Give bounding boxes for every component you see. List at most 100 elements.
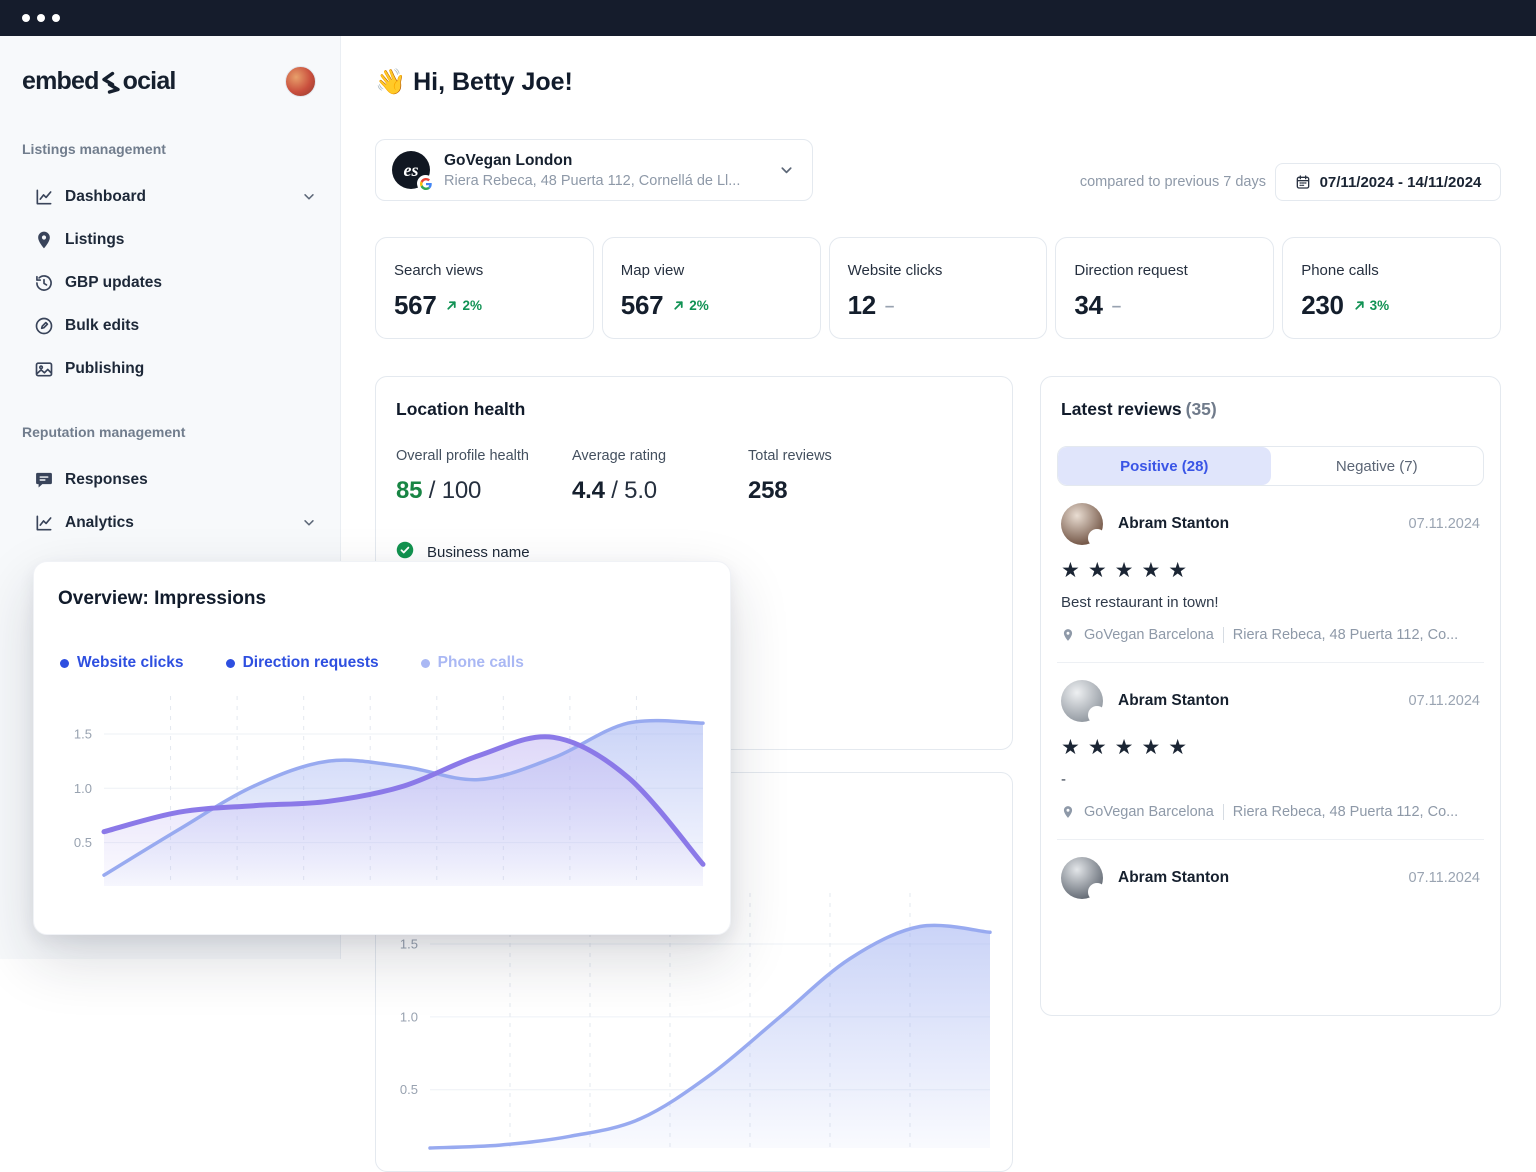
star-rating: ★★★★★ [1061, 736, 1196, 759]
sidebar-item-bulk-edits[interactable]: Bulk edits [0, 304, 340, 347]
chart-legend: Website clicks Direction requests Phone … [58, 654, 706, 672]
latest-reviews-panel: Latest reviews (35) Positive (28) Negativ… [1040, 376, 1501, 1016]
panel-title: Location health [396, 399, 526, 419]
stat-trend: – [884, 296, 895, 315]
svg-text:0.5: 0.5 [400, 1082, 418, 1097]
business-name: GoVegan London [444, 151, 573, 169]
review-text: Best restaurant in town! [1061, 594, 1219, 611]
svg-text:1.5: 1.5 [400, 937, 418, 952]
location-pin-icon [1061, 805, 1075, 819]
health-metric: Total reviews 258 [748, 448, 924, 505]
legend-label: Phone calls [437, 654, 524, 671]
business-selector[interactable]: es GoVegan London Riera Rebeca, 48 Puert… [375, 139, 813, 201]
metric-label: Overall profile health [396, 448, 529, 464]
edit-icon [34, 316, 54, 336]
compare-label: compared to previous 7 days [1079, 174, 1266, 190]
legend-dot-icon [225, 658, 235, 668]
metric-suffix: / 5.0 [604, 477, 657, 504]
review-location-address: Riera Rebeca, 48 Puerta 112, Co... [1232, 627, 1459, 643]
user-avatar[interactable] [285, 66, 316, 97]
legend-dot-icon [420, 658, 430, 668]
wave-emoji-icon: 👋 [375, 68, 407, 96]
metric-label: Average rating [572, 448, 667, 464]
metric-value: 4.4 [572, 477, 605, 504]
chevron-down-icon [302, 190, 316, 204]
sidebar-item-dashboard[interactable]: Dashboard [0, 175, 340, 218]
sidebar-item-label: Analytics [65, 513, 134, 531]
review-text: - [1061, 771, 1066, 788]
google-icon [1088, 706, 1106, 724]
legend-item[interactable]: Phone calls [420, 654, 524, 672]
checklist-label: Business name [427, 544, 530, 561]
date-range-picker[interactable]: 07/11/2024 - 14/11/2024 [1275, 163, 1501, 201]
review-item: Abram Stanton 07.11.2024 ★★★★★ - GoVegan… [1057, 663, 1484, 840]
metric-value: 258 [748, 477, 788, 504]
legend-dot-icon [60, 658, 69, 668]
window-control-icon[interactable] [37, 14, 45, 22]
reviews-count: (35) [1185, 399, 1217, 419]
business-address: Riera Rebeca, 48 Puerta 112, Cornellá de… [444, 172, 741, 189]
sidebar-section-label: Listings management [22, 141, 166, 157]
stat-card: Website clicks 12 – [828, 237, 1048, 339]
sidebar-item-listings[interactable]: Listings [0, 218, 340, 261]
svg-text:1.5: 1.5 [74, 727, 92, 742]
chevron-down-icon [302, 516, 316, 530]
health-metric: Average rating 4.4 / 5.0 [572, 448, 748, 505]
sidebar-section-label: Reputation management [22, 424, 186, 440]
reviewer-name: Abram Stanton [1118, 515, 1230, 532]
divider [1222, 804, 1224, 820]
business-logo: es [392, 151, 434, 192]
page-title: 👋 Hi, Betty Joe! [375, 68, 573, 96]
brand-logo[interactable]: embed ocial [22, 67, 176, 96]
google-icon [1088, 529, 1106, 547]
sidebar-item-label: Bulk edits [65, 316, 140, 334]
reviews-list: Abram Stanton 07.11.2024 ★★★★★ Best rest… [1057, 486, 1484, 918]
impressions-chart: 0.5 1.0 1.5 [74, 696, 706, 886]
legend-item[interactable]: Website clicks [60, 654, 184, 672]
date-range-value: 07/11/2024 - 14/11/2024 [1319, 173, 1482, 191]
stat-value: 230 [1301, 290, 1344, 320]
sidebar-item-label: Dashboard [65, 187, 146, 205]
review-location-address: Riera Rebeca, 48 Puerta 112, Co... [1232, 804, 1459, 820]
brand-glyph-icon [101, 71, 120, 94]
location-pin-icon [1061, 628, 1075, 642]
window-control-icon[interactable] [52, 14, 60, 22]
sidebar-item-label: Responses [65, 470, 148, 488]
stat-value: 34 [1074, 290, 1103, 320]
sidebar-item-analytics[interactable]: Analytics [0, 501, 340, 544]
stat-label: Phone calls [1301, 262, 1379, 279]
stat-value: 567 [620, 290, 664, 320]
reviewer-avatar [1061, 503, 1106, 547]
sidebar-nav: Listings management Dashboard Listings G… [0, 97, 340, 578]
stat-label: Search views [394, 262, 484, 279]
calendar-icon [1295, 174, 1311, 190]
reviews-tab[interactable]: Positive (28) [1058, 447, 1271, 485]
map-pin-icon [34, 230, 54, 250]
stat-trend: – [1111, 296, 1122, 315]
stat-card: Phone calls 230 3% [1282, 237, 1501, 339]
window-control-icon[interactable] [22, 14, 30, 22]
star-rating: ★★★★★ [1061, 559, 1196, 582]
google-icon [417, 175, 434, 192]
message-icon [34, 470, 54, 490]
reviewer-avatar [1061, 680, 1106, 724]
reviewer-name: Abram Stanton [1118, 692, 1230, 709]
legend-label: Website clicks [77, 654, 184, 671]
svg-text:1.0: 1.0 [74, 781, 92, 796]
stat-trend: 3% [1353, 298, 1389, 313]
legend-item[interactable]: Direction requests [225, 654, 379, 672]
sidebar-item-label: Publishing [65, 359, 145, 377]
review-date: 07.11.2024 [1408, 516, 1481, 532]
review-location: GoVegan Barcelona Riera Rebeca, 48 Puert… [1061, 804, 1480, 820]
panel-title: Latest reviews (35) [1061, 399, 1217, 419]
sidebar-item-responses[interactable]: Responses [0, 458, 340, 501]
stat-trend: 2% [445, 298, 482, 313]
reviews-tab[interactable]: Negative (7) [1335, 457, 1418, 475]
sidebar-item-publishing[interactable]: Publishing [0, 347, 340, 390]
checklist-item: Business name [396, 541, 992, 564]
sidebar-item-gbp-updates[interactable]: GBP updates [0, 261, 340, 304]
review-location-name: GoVegan Barcelona [1084, 627, 1214, 643]
review-date: 07.11.2024 [1408, 870, 1481, 886]
svg-text:1.0: 1.0 [400, 1009, 418, 1024]
image-icon [34, 359, 54, 379]
